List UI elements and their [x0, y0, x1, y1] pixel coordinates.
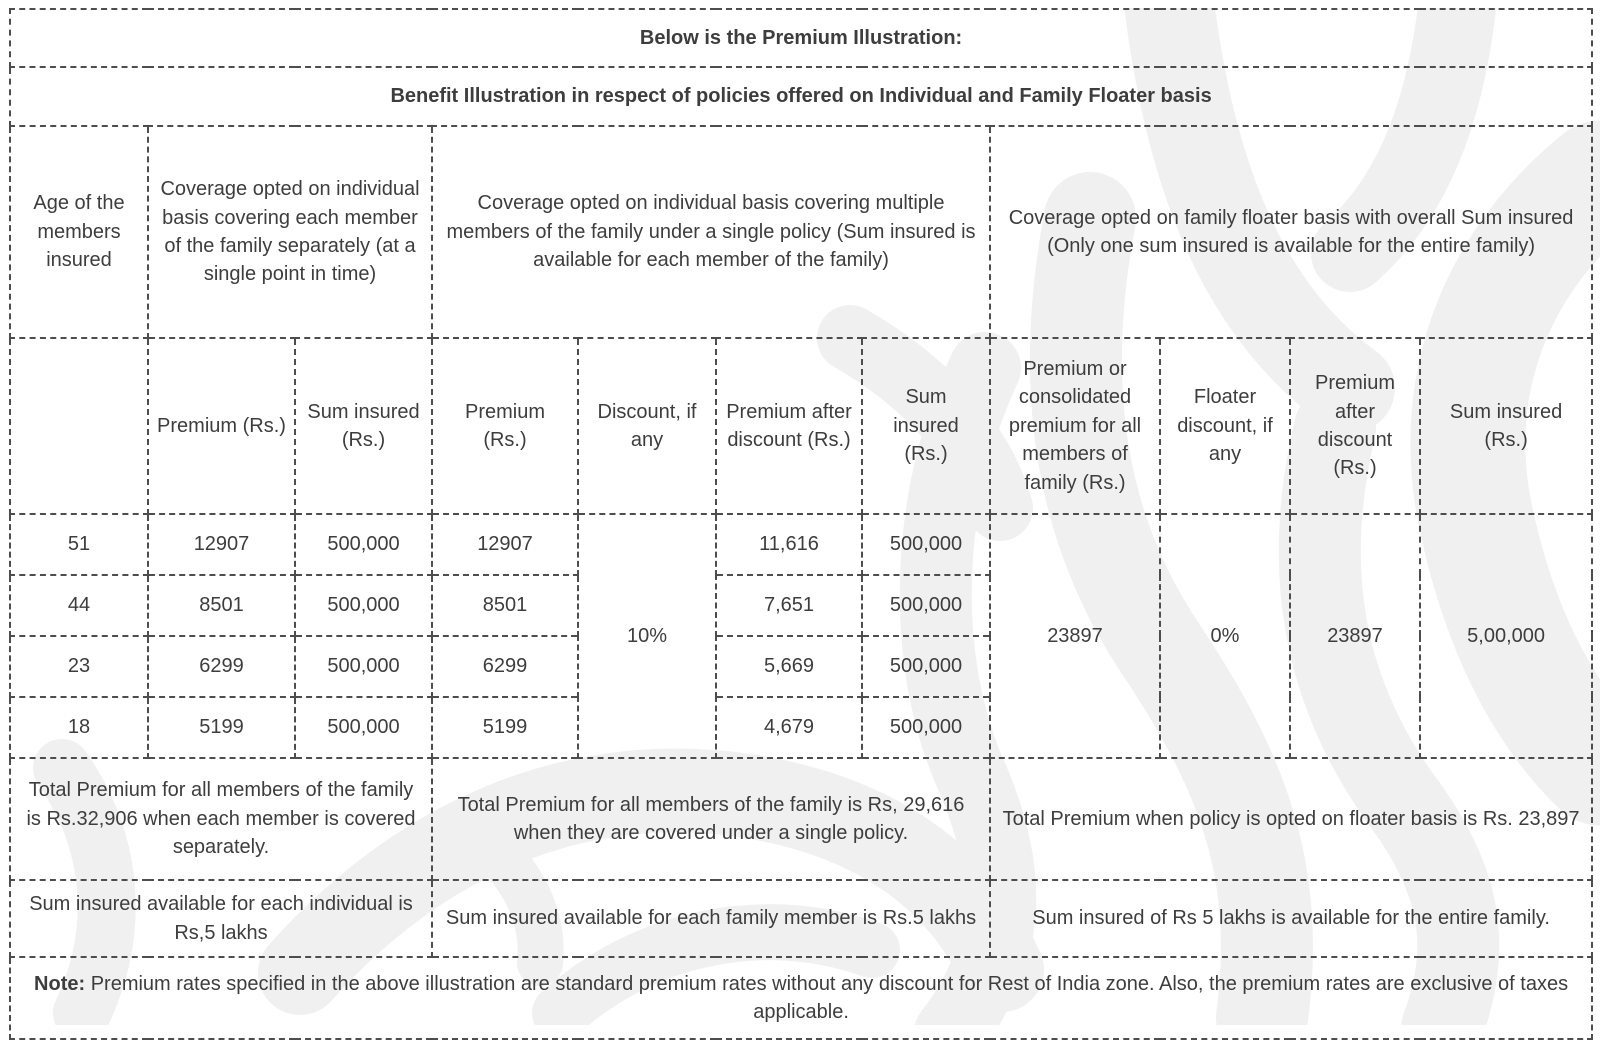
- cell-floater-discount-merged: 0%: [1159, 513, 1291, 759]
- cell-sum-multi: 500,000: [861, 696, 991, 759]
- subheader-premium-after-discount: Premium after discount (Rs.): [715, 337, 863, 515]
- cell-premium-individual: 6299: [147, 635, 296, 698]
- note-text: Premium rates specified in the above ill…: [85, 972, 1569, 1023]
- summary-floater-sum-insured: Sum insured of Rs 5 lakhs is available f…: [988, 879, 1594, 958]
- cell-sum-multi: 500,000: [861, 635, 991, 698]
- cell-floater-premium-after-discount-merged: 23897: [1289, 513, 1421, 759]
- page-title: Below is the Premium Illustration:: [8, 8, 1594, 68]
- subheader-floater-discount: Floater discount, if any: [1159, 337, 1291, 515]
- cell-premium-individual: 5199: [147, 696, 296, 759]
- subheader-premium-multi: Premium (Rs.): [431, 337, 579, 515]
- cell-premium-after-discount: 7,651: [715, 574, 863, 637]
- table-row: 51 12907 500,000 12907 10% 11,616 500,00…: [9, 513, 1594, 759]
- cell-premium-multi: 6299: [431, 635, 579, 698]
- cell-floater-sum-insured-merged: 5,00,000: [1418, 513, 1594, 759]
- cell-premium-after-discount: 11,616: [715, 513, 863, 576]
- table-row: 23 6299 500,000 6299 5,669 500,000: [9, 635, 1592, 698]
- cell-floater-premium-merged: 23897: [989, 513, 1161, 759]
- cell-premium-individual: 8501: [147, 574, 296, 637]
- cell-sum-individual: 500,000: [294, 513, 433, 576]
- summary-individual-sum-insured: Sum insured available for each individua…: [9, 879, 433, 958]
- subheader-sum-insured-individual: Sum insured (Rs.): [294, 337, 433, 515]
- table-caption: Benefit Illustration in respect of polic…: [8, 66, 1594, 127]
- cell-premium-individual: 12907: [147, 513, 296, 576]
- cell-sum-individual: 500,000: [294, 635, 433, 698]
- age-column-header: Age of the members insured: [9, 125, 149, 339]
- cell-sum-individual: 500,000: [294, 696, 433, 759]
- cell-discount-merged: 10%: [577, 513, 717, 759]
- group-header-individual-single-policy: Coverage opted on individual basis cover…: [431, 125, 991, 339]
- cell-premium-multi: 5199: [431, 696, 579, 759]
- subheader-premium-individual: Premium (Rs.): [147, 337, 296, 515]
- summary-individual-total: Total Premium for all members of the fam…: [9, 757, 433, 881]
- note-label: Note:: [34, 972, 86, 995]
- summary-floater-total: Total Premium when policy is opted on fl…: [988, 757, 1594, 881]
- group-header-family-floater: Coverage opted on family floater basis w…: [988, 125, 1594, 339]
- group-header-individual-separate: Coverage opted on individual basis cover…: [147, 125, 433, 339]
- summary-multi-total: Total Premium for all members of the fam…: [431, 757, 991, 881]
- cell-age: 18: [9, 696, 149, 759]
- premium-illustration-table: Below is the Premium Illustration: Benef…: [8, 8, 1594, 1040]
- subheader-consolidated-premium: Premium or consolidated premium for all …: [989, 337, 1161, 515]
- cell-age: 51: [9, 513, 149, 576]
- cell-premium-after-discount: 4,679: [715, 696, 863, 759]
- cell-sum-multi: 500,000: [861, 513, 991, 576]
- cell-sum-individual: 500,000: [294, 574, 433, 637]
- subheader-floater-premium-after-discount: Premium after discount (Rs.): [1289, 337, 1421, 515]
- note-cell: Note: Premium rates specified in the abo…: [8, 956, 1594, 1040]
- subheader-discount: Discount, if any: [577, 337, 717, 515]
- cell-premium-after-discount: 5,669: [715, 635, 863, 698]
- subheader-floater-sum-insured: Sum insured (Rs.): [1418, 337, 1594, 515]
- subheader-sum-insured-multi: Sum insured (Rs.): [861, 337, 991, 515]
- cell-age: 23: [9, 635, 149, 698]
- cell-age: 44: [9, 574, 149, 637]
- cell-premium-multi: 12907: [431, 513, 579, 576]
- cell-sum-multi: 500,000: [861, 574, 991, 637]
- cell-premium-multi: 8501: [431, 574, 579, 637]
- summary-multi-sum-insured: Sum insured available for each family me…: [431, 879, 991, 958]
- subheader-empty: [9, 337, 149, 515]
